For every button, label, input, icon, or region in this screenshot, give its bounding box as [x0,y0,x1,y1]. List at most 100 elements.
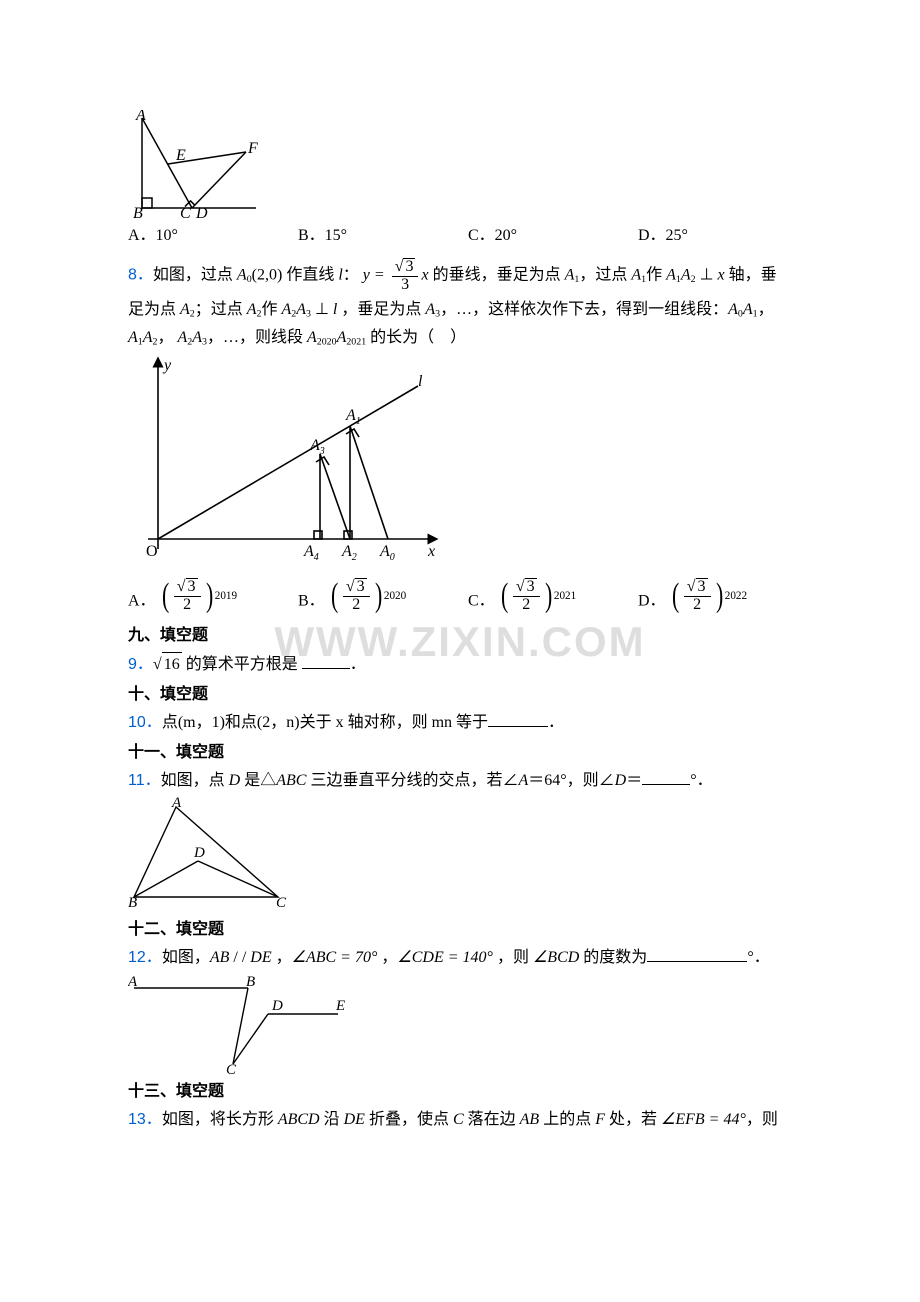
q8-l2c: 作 [262,301,282,318]
q8-t2: 作直线 [282,266,338,283]
q8-sg4a: A [307,329,317,346]
svg-text:A2: A2 [341,543,357,563]
q8-line1: 8．如图，过点 A0(2,0) 作直线 l： y = √33x 的垂线，垂足为点… [128,258,808,294]
q12-ang2: ∠CDE = 140° [397,949,493,966]
q10-num: 10． [128,714,162,731]
q8-perp1: ⊥ [696,266,718,283]
q13-b: 沿 [320,1111,344,1128]
q8f-A3s: 3 [319,446,325,457]
q13-F: F [595,1111,605,1128]
q8-yeq: y = [363,266,385,283]
q8-num: 8． [128,266,153,283]
q8f-O: O [146,543,158,560]
q8-l2f: ，…，这样依次作下去，得到一组线段： [440,301,728,318]
q8-l2b: ；过点 [195,301,247,318]
q8f-y: y [162,357,172,374]
svg-text:A0: A0 [379,543,395,563]
q8-c1: ， [758,301,774,318]
q7-label-E: E [175,147,186,164]
q8-A3: A [425,301,435,318]
q8f-A0: A [379,543,390,560]
q8-x: x [421,266,428,283]
q12-ang3: ∠BCD [533,949,579,966]
q12f-A: A [128,974,138,990]
q8-A1b: A [631,266,641,283]
q12-par: / / [229,949,250,966]
q11f-A: A [171,797,182,811]
q8-opt-D: D． (√32)2022 [638,578,808,614]
q12-b: 的度数为 [579,949,647,966]
q13-d: 落在边 [464,1111,520,1128]
q7-opt-D: D．25° [638,224,808,248]
q12-c1: ， [272,949,292,966]
q11-num: 11． [128,772,161,789]
q8f-A4s: 4 [314,552,319,563]
q8-A2b: A [247,301,257,318]
q12-AB: AB [210,949,230,966]
section-9: 九、填空题 [128,624,808,648]
q8f-A4: A [303,543,314,560]
svg-text:A3: A3 [309,437,325,457]
q8-A0c: (2,0) [252,266,283,283]
q12f-D: D [271,998,283,1014]
q8oD-e: 2022 [725,588,747,605]
q8f-l: l [418,373,423,390]
q8-t6: 轴，垂 [725,266,777,283]
q12-c2: ， [377,949,397,966]
q8-A0: A [237,266,247,283]
q8-sg4bs: 2021 [346,336,366,347]
q8oC-l: C． [468,593,495,610]
q7-figure: A B C D E F [128,110,268,220]
q8oB-e: 2020 [384,588,406,605]
q8-sg1b: A [743,301,753,318]
q7-options: A．10° B．15° C．20° D．25° [128,224,808,248]
q13-AB: AB [520,1111,540,1128]
q8-options: A． (√32)2019 B． (√32)2020 C． (√32)2021 D… [128,578,808,614]
q9-blank [302,655,350,669]
q13-f: 处，若 [605,1111,661,1128]
q8-s1b: A [681,266,691,283]
q7-label-B: B [133,205,143,220]
q8-colon: ： [343,266,359,283]
q12-figure: A B D E C [128,974,348,1074]
q7-label-C: C [180,205,191,220]
q11f-B: B [128,895,137,911]
q13-C: C [453,1111,464,1128]
q12-c3: ，则 [493,949,533,966]
q8-l3b: ，…，则线段 [207,329,307,346]
q8-sg2b: A [143,329,153,346]
section-11: 十一、填空题 [128,741,808,765]
q13-e: 上的点 [539,1111,595,1128]
q8-figure: y O x l A0 A1 A2 A3 A4 [128,354,448,574]
q13-DE: DE [344,1111,365,1128]
q11-eq: ＝64°，则∠ [528,772,614,789]
q11-Dv: D [615,772,627,789]
q8-sg3b: A [192,329,202,346]
q12f-E: E [335,998,345,1014]
q11: 11．如图，点 D 是△ABC 三边垂直平分线的交点，若∠A＝64°，则∠D＝°… [128,769,808,793]
q7-opt-A: A．10° [128,224,298,248]
q10-t: 点(m，1)和点(2，n)关于 x 轴对称，则 mn 等于 [162,714,488,731]
q10-e: ． [548,714,564,731]
q12-blank [647,948,747,962]
q11-ABC: ABC [276,772,306,789]
q7-label-D: D [195,205,208,220]
q11-c: 三边垂直平分线的交点，若∠ [306,772,518,789]
q8-t3: 的垂线，垂足为点 [429,266,565,283]
q11-A: A [518,772,528,789]
q11-deg: °． [690,772,712,789]
q8-opt-C: C． (√32)2021 [468,578,638,614]
q8-sg3a: A [177,329,187,346]
q8f-A2: A [341,543,352,560]
q8-sg1a: A [728,301,738,318]
q8-t1: 如图，过点 [153,266,237,283]
q12: 12．如图，AB / / DE ，∠ABC = 70° ，∠CDE = 140°… [128,946,808,970]
q8f-A0s: 0 [390,552,395,563]
q11f-C: C [276,895,287,911]
q9-t: 的算术平方根是 [182,656,302,673]
section-10: 十、填空题 [128,683,808,707]
q8-l2a: 足为点 [128,301,180,318]
q8f-A1: A [345,407,356,424]
q8-opt-B: B． (√32)2020 [298,578,468,614]
q8-s1a: A [666,266,676,283]
